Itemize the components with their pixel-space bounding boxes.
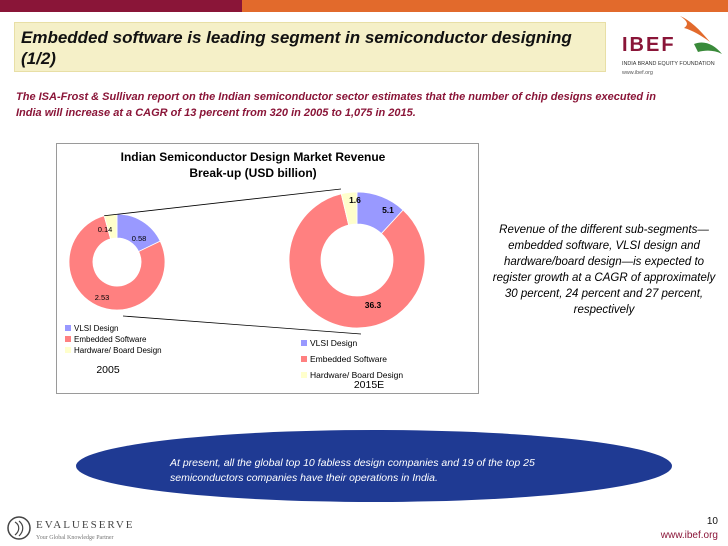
value-label-2005-vlsi: 0.58 — [132, 234, 147, 243]
evalueserve-wordmark: EVALUESERVE — [36, 519, 135, 531]
value-label-2015e-hardware: 1.6 — [349, 195, 361, 205]
top-color-bar — [0, 0, 728, 12]
chart-title: Indian Semiconductor Design Market Reven… — [121, 150, 386, 164]
donut-2005-slice-hardware — [103, 213, 118, 240]
chart-frame: Indian Semiconductor Design Market Reven… — [56, 143, 479, 394]
2015e-legend-label-vlsi: VLSI Design — [310, 338, 358, 348]
2015e-legend-swatch-embedded — [301, 356, 307, 362]
2005-legend-swatch-vlsi — [65, 325, 71, 331]
year-label-2005: 2005 — [96, 364, 120, 376]
highlight-oval — [76, 430, 672, 502]
donut-2015e-slice-hardware — [340, 191, 358, 226]
revenue-donut-chart: Indian Semiconductor Design Market Reven… — [65, 150, 426, 391]
connector-line-bottom — [122, 315, 362, 335]
donut-2015e-slice-embedded — [288, 193, 426, 329]
2015e-legend-swatch-hardware — [301, 372, 307, 378]
2005-legend-swatch-hardware — [65, 347, 71, 353]
connector-line-top — [104, 188, 342, 217]
side-note: Revenue of the different sub-segments—em… — [492, 224, 716, 316]
2005-legend-swatch-embedded — [65, 336, 71, 342]
ibef-swoosh-icon — [680, 16, 710, 42]
value-label-2005-embedded: 2.53 — [95, 293, 110, 302]
ibef-logo: IBEF INDIA BRAND EQUITY FOUNDATION www.i… — [621, 16, 722, 76]
2015e-legend-label-hardware: Hardware/ Board Design — [310, 370, 403, 380]
oval-highlight-text: At present, all the global top 10 fables… — [170, 457, 535, 484]
chart-title-line-2: Break-up (USD billion) — [189, 166, 316, 180]
footer-url[interactable]: www.ibef.org — [660, 530, 718, 541]
evalueserve-logo: EVALUESERVE Your Global Knowledge Partne… — [7, 516, 135, 541]
slide-title: Embedded software is leading segment in … — [21, 28, 572, 68]
title-banner: Embedded software is leading segment in … — [14, 22, 606, 72]
evalueserve-tagline: Your Global Knowledge Partner — [36, 535, 114, 541]
top-bar-orange-segment — [242, 0, 728, 12]
top-bar-maroon-segment — [0, 0, 242, 12]
year-label-2015e: 2015E — [354, 379, 384, 391]
2005-legend-label-vlsi: VLSI Design — [74, 324, 118, 333]
intro-paragraph: The ISA-Frost & Sullivan report on the I… — [16, 91, 656, 119]
ibef-tagline: INDIA BRAND EQUITY FOUNDATION — [622, 61, 715, 67]
2015e-legend-swatch-vlsi — [301, 340, 307, 346]
2005-legend-label-embedded: Embedded Software — [74, 335, 147, 344]
value-label-2005-hardware: 0.14 — [98, 225, 113, 234]
value-label-2015e-vlsi: 5.1 — [382, 205, 394, 215]
value-label-2015e-embedded: 36.3 — [365, 300, 382, 310]
2015e-legend-label-embedded: Embedded Software — [310, 354, 387, 364]
ibef-wordmark: IBEF — [622, 34, 676, 56]
2005-legend-label-hardware: Hardware/ Board Design — [74, 346, 162, 355]
donut-2005-slice-embedded — [68, 215, 166, 311]
page-number: 10 — [706, 516, 718, 527]
ibef-logo-url: www.ibef.org — [621, 70, 653, 76]
